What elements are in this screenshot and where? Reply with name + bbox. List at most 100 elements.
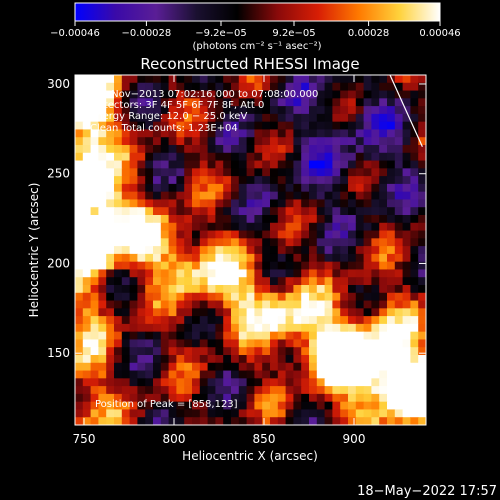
heatmap-cell [207, 277, 216, 286]
y-tick-label: 300 [47, 77, 70, 91]
heatmap-cell [277, 113, 287, 123]
heatmap-cell [277, 152, 287, 162]
heatmap-cell [293, 269, 302, 278]
heatmap-cell [199, 300, 209, 309]
heatmap-cell [192, 386, 201, 395]
heatmap-cell [355, 113, 365, 123]
heatmap-cell [324, 230, 333, 239]
heatmap-cell [114, 90, 123, 99]
heatmap-cell [371, 168, 380, 177]
heatmap-cell [223, 145, 232, 154]
heatmap-cell [98, 355, 107, 364]
heatmap-cell [153, 215, 162, 224]
heatmap-cell [238, 238, 248, 247]
heatmap-cell [238, 98, 248, 107]
heatmap-cell [402, 269, 411, 278]
heatmap-cell [418, 121, 426, 131]
heatmap-cell [324, 168, 333, 177]
heatmap-cell [106, 191, 115, 201]
heatmap-cell [160, 269, 170, 278]
heatmap-cell [316, 121, 326, 131]
heatmap-cell [293, 183, 302, 193]
heatmap-cell [324, 222, 333, 232]
heatmap-cell [129, 355, 138, 364]
heatmap-cell [270, 331, 279, 341]
heatmap-cell [332, 222, 341, 232]
heatmap-cell [301, 362, 310, 372]
heatmap-cell [316, 316, 326, 325]
heatmap-cell [168, 82, 177, 92]
heatmap-cell [293, 370, 302, 379]
heatmap-cell [355, 238, 365, 247]
heatmap-cell [301, 347, 310, 356]
heatmap-cell [215, 152, 224, 162]
plot-frame [74, 74, 427, 426]
heatmap-cell [176, 292, 185, 302]
heatmap-cell [355, 285, 365, 294]
colorbar-tick-label: −9.2e−05 [195, 28, 247, 39]
heatmap-cell [332, 401, 341, 411]
heatmap-cell [254, 215, 263, 224]
heatmap-cell [145, 82, 154, 92]
heatmap-cell [176, 90, 185, 99]
heatmap-cell [231, 269, 240, 278]
heatmap-cell [293, 113, 302, 123]
heatmap-cell [90, 90, 99, 99]
heatmap-cell [184, 230, 193, 239]
heatmap-cell [231, 261, 240, 271]
heatmap-cell [231, 362, 240, 372]
heatmap-cell [231, 98, 240, 107]
heatmap-cell [332, 370, 341, 379]
heatmap-cell [145, 261, 154, 271]
heatmap-cell [82, 261, 92, 271]
heatmap-cell [184, 129, 193, 138]
heatmap-cell [129, 168, 138, 177]
heatmap-cell [114, 82, 123, 92]
heatmap-cell [231, 222, 240, 232]
heatmap-cell [246, 417, 255, 425]
heatmap-cell [246, 199, 255, 208]
heatmap-cell [176, 238, 185, 247]
heatmap-cell [418, 362, 426, 372]
heatmap-cell [176, 393, 185, 403]
heatmap-cell [215, 207, 224, 216]
heatmap-cell [121, 168, 131, 177]
heatmap-cell [340, 347, 349, 356]
heatmap-cell [316, 308, 326, 317]
heatmap-cell [394, 121, 404, 131]
heatmap-cell [316, 261, 326, 271]
heatmap-cell [176, 176, 185, 185]
heatmap-cell [254, 378, 263, 387]
heatmap-cell [246, 308, 255, 317]
heatmap-cell [98, 417, 107, 425]
heatmap-cell [90, 300, 99, 309]
heatmap-cell [137, 378, 146, 387]
heatmap-cell [410, 253, 419, 263]
heatmap-cell [129, 316, 138, 325]
heatmap-cell [137, 401, 146, 411]
heatmap-cell [106, 222, 115, 232]
heatmap-cell [106, 269, 115, 278]
heatmap-cell [394, 308, 404, 317]
heatmap-cell [324, 246, 333, 255]
heatmap-cell [316, 98, 326, 107]
heatmap-cell [418, 347, 426, 356]
heatmap-cell [246, 168, 255, 177]
heatmap-cell [137, 253, 146, 263]
heatmap-cell [332, 323, 341, 333]
heatmap-cell [402, 145, 411, 154]
heatmap-cell [418, 370, 426, 379]
heatmap-cell [348, 121, 357, 131]
heatmap-cell [246, 292, 255, 302]
heatmap-cell [137, 160, 146, 169]
heatmap-cell [106, 168, 115, 177]
heatmap-cell [176, 106, 185, 115]
heatmap-cell [418, 160, 426, 169]
heatmap-cell [168, 199, 177, 208]
heatmap-cell [145, 355, 154, 364]
heatmap-cell [340, 113, 349, 123]
heatmap-cell [121, 106, 131, 115]
heatmap-cell [285, 199, 294, 208]
heatmap-cell [254, 308, 263, 317]
heatmap-cell [410, 183, 419, 193]
